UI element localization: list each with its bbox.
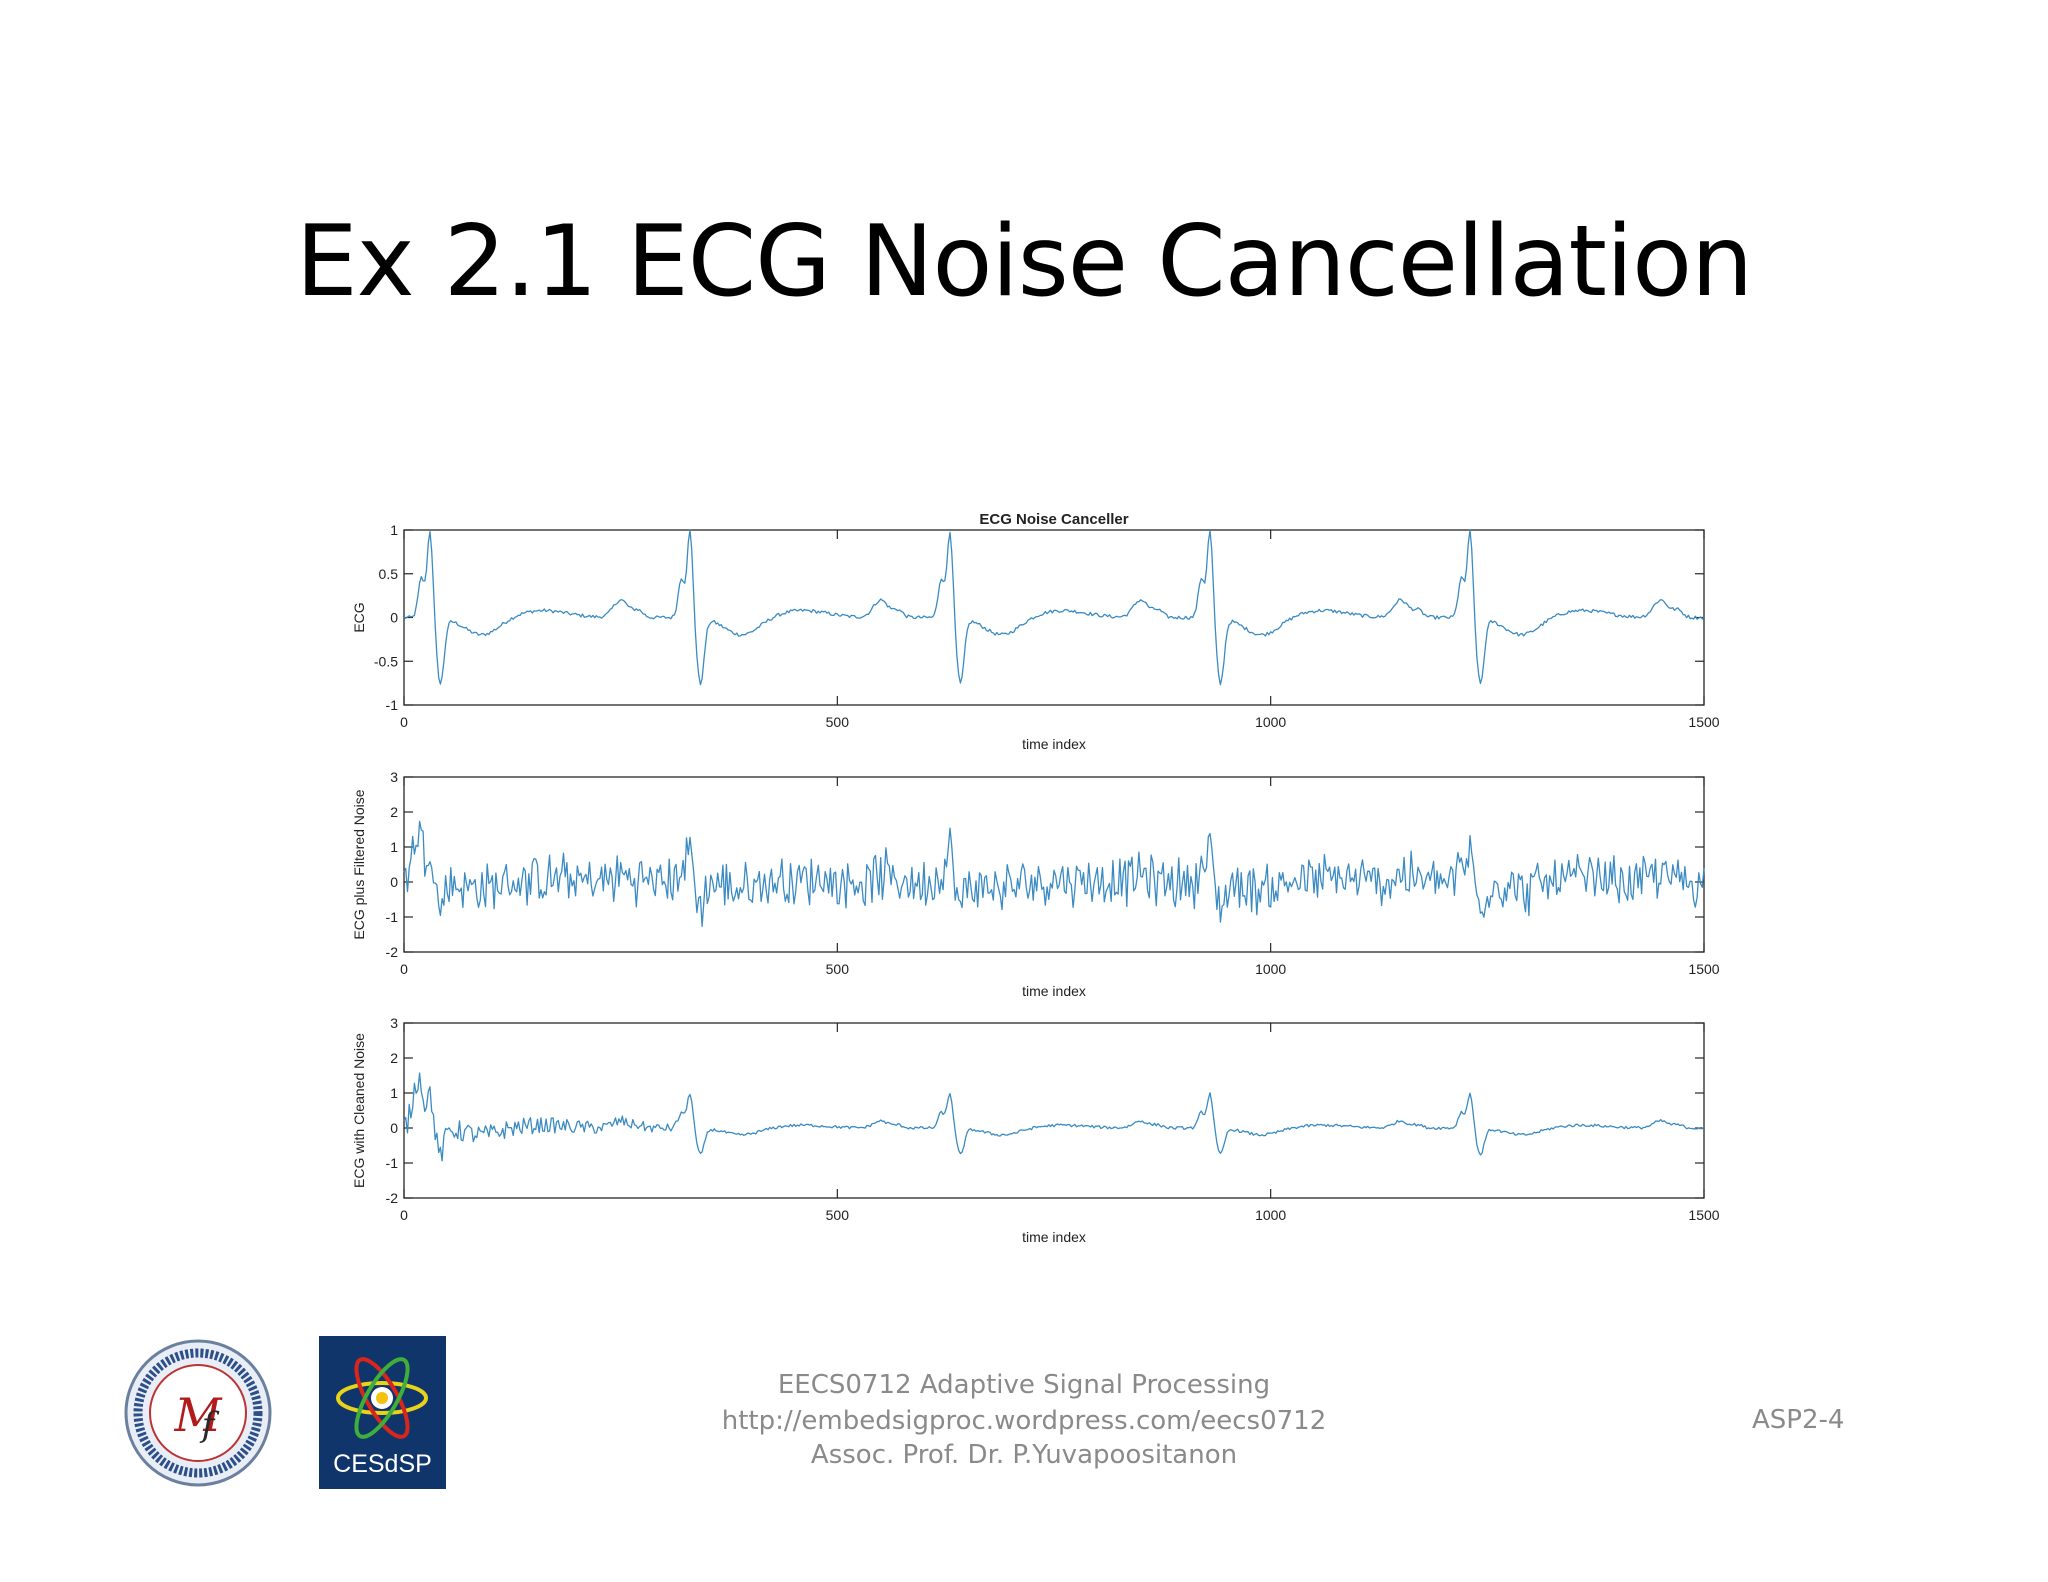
x-tick-label: 1000 [1255,961,1286,977]
x-axis-label: time index [1022,736,1086,752]
y-tick-label: -2 [386,944,399,960]
y-axis-label: ECG [351,602,367,632]
y-tick-label: 0 [390,874,398,890]
plot-frame-2 [403,776,1705,953]
y-tick-label: 1 [390,839,398,855]
x-axis-label: time index [1022,983,1086,999]
x-tick-label: 0 [400,1207,408,1223]
y-tick-label: -1 [386,1155,399,1171]
x-tick-label: 0 [400,714,408,730]
footer-course: EECS0712 Adaptive Signal Processing [777,1370,1271,1400]
y-axis-label: ECG with Cleaned Noise [351,1033,367,1188]
y-tick-label: 1 [390,1085,398,1101]
svg-text:M: M [173,1388,223,1442]
y-tick-label: 3 [390,769,398,785]
x-tick-label: 0 [400,961,408,977]
x-tick-label: 1000 [1255,714,1286,730]
plot-frame-3 [403,1022,1705,1199]
x-tick-label: 1000 [1255,1207,1286,1223]
university-seal-logo: M f [124,1339,272,1487]
cesdsp-logo: CESdSP [319,1336,446,1489]
y-tick-label: 0.5 [379,566,399,582]
y-tick-label: 2 [390,804,398,820]
cesdsp-logo-text: CESdSP [333,1450,432,1478]
footer-url[interactable]: http://embedsigproc.wordpress.com/eecs07… [721,1406,1327,1436]
y-tick-label: -1 [386,697,399,713]
x-axis-label: time index [1022,1229,1086,1245]
series-line-3 [403,1072,1705,1162]
slide-title: Ex 2.1 ECG Noise Cancellation [295,205,1754,319]
y-tick-label: 0 [390,610,398,626]
atom-icon [336,1357,428,1439]
y-tick-label: -1 [386,909,399,925]
y-axis-label: ECG plus Filtered Noise [351,789,367,939]
x-tick-label: 500 [826,1207,850,1223]
x-tick-label: 1500 [1688,714,1719,730]
x-tick-label: 500 [826,714,850,730]
series-line-1 [403,529,1705,686]
y-tick-label: -0.5 [374,653,398,669]
page-number: ASP2-4 [1752,1405,1845,1435]
y-tick-label: 0 [390,1120,398,1136]
chart-title: ECG Noise Canceller [979,511,1128,528]
series-line-2 [403,820,1705,928]
y-tick-label: 1 [390,522,398,538]
y-tick-label: 2 [390,1050,398,1066]
y-tick-label: -2 [386,1190,399,1206]
x-tick-label: 1500 [1688,961,1719,977]
y-tick-label: 3 [390,1015,398,1031]
footer-author: Assoc. Prof. Dr. P.Yuvapoositanon [810,1440,1238,1470]
x-tick-label: 500 [826,961,850,977]
x-tick-label: 1500 [1688,1207,1719,1223]
